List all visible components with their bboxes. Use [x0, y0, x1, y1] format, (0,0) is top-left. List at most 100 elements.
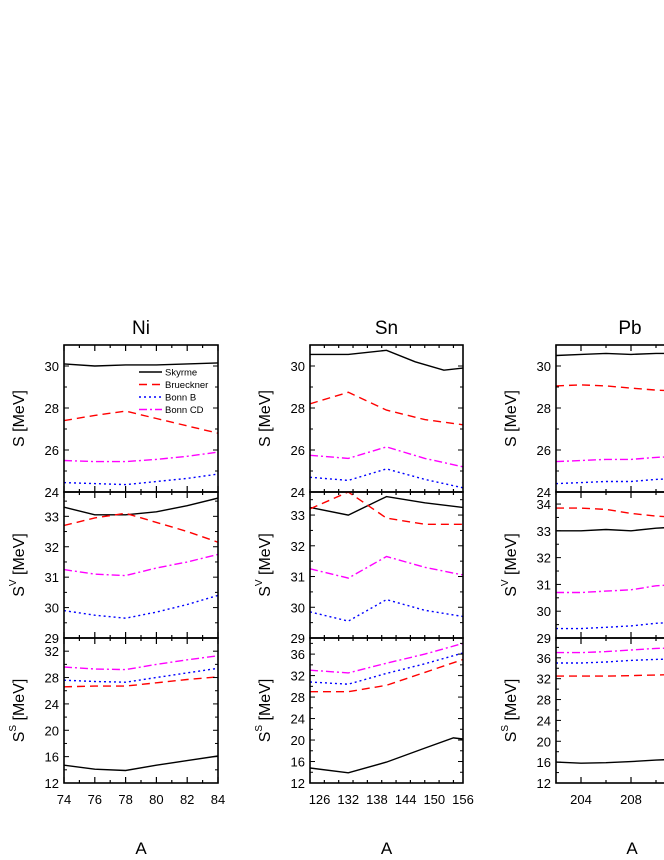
y-tick-label: 28 [537, 693, 551, 708]
series-line-bonn-b [556, 622, 664, 630]
y-tick-label: 24 [537, 485, 551, 500]
series-line-bonn-b [64, 667, 218, 683]
y-axis-label: SV [MeV] [500, 533, 520, 597]
series-line-skyrme [310, 495, 463, 516]
y-tick-label: 12 [537, 776, 551, 791]
y-tick-label: 16 [45, 750, 59, 765]
legend-label: Bonn CD [165, 405, 204, 416]
series-line-bonn-cd [64, 553, 218, 577]
y-tick-label: 29 [45, 631, 59, 646]
y-tick-label: 32 [537, 672, 551, 687]
series-line-skyrme [64, 362, 218, 367]
y-axis-label: S [MeV] [503, 390, 520, 447]
y-axis-label: S [MeV] [257, 390, 274, 447]
chart-title: Ni [132, 318, 150, 339]
panel: 24 26 28 30 S [MeV] [11, 344, 219, 500]
panel: 29 30 31 32 33 SV [MeV] [254, 491, 464, 646]
y-tick-label: 31 [45, 570, 59, 585]
x-tick-label: 208 [620, 792, 642, 807]
x-tick-label: 138 [366, 792, 388, 807]
y-tick-label: 20 [291, 733, 305, 748]
y-tick-label: 31 [291, 570, 305, 585]
chart-title: Pb [618, 318, 641, 339]
series-line-bonn-b [310, 598, 463, 622]
y-label-unit: [MeV] [503, 679, 520, 725]
series-line-brueckner [556, 507, 664, 518]
y-tick-label: 30 [45, 359, 59, 374]
series-line-skyrme [556, 352, 664, 357]
y-tick-label: 36 [537, 651, 551, 666]
series-line-skyrme [556, 759, 664, 764]
y-label-superscript: V [8, 579, 19, 586]
y-tick-label: 26 [45, 443, 59, 458]
x-tick-label: 80 [149, 792, 163, 807]
x-tick-label: 74 [57, 792, 71, 807]
y-label-symbol: S [11, 732, 28, 743]
y-tick-label: 32 [291, 669, 305, 684]
series-line-bonn-b [64, 594, 218, 619]
y-tick-label: 26 [537, 443, 551, 458]
series-line-brueckner [310, 658, 463, 693]
y-tick-label: 28 [291, 690, 305, 705]
y-tick-label: 28 [45, 671, 59, 686]
y-label-unit: [MeV] [257, 679, 274, 725]
series-line-bonn-cd [310, 642, 463, 674]
y-axis-label: SS [MeV] [254, 679, 274, 743]
series-line-bonn-cd [310, 446, 463, 468]
series-line-skyrme [64, 497, 218, 516]
y-label-symbol: S [257, 732, 274, 743]
panel: 24 26 28 30 S [MeV] [503, 344, 664, 500]
series-line-bonn-cd [556, 584, 664, 594]
y-tick-label: 24 [291, 712, 305, 727]
panel-frame [63, 637, 219, 784]
y-tick-label: 30 [537, 359, 551, 374]
x-tick-label: 132 [337, 792, 359, 807]
x-tick-label: 84 [211, 792, 225, 807]
y-tick-label: 20 [537, 734, 551, 749]
x-tick-label: 150 [423, 792, 445, 807]
panel: 12 16 20 24 28 32 36 126 132 138 144 150 156 SS [MeV] [254, 637, 474, 807]
y-tick-label: 28 [537, 401, 551, 416]
legend-label: Brueckner [165, 380, 208, 391]
x-tick-label: 144 [395, 792, 417, 807]
panel: 29 30 31 32 33 34 SV [MeV] [500, 491, 664, 646]
y-tick-label: 31 [537, 577, 551, 592]
x-axis-label: A [381, 839, 393, 858]
y-label-symbol: S [11, 436, 28, 447]
panel-frame [309, 344, 464, 493]
series-line-bonn-b [556, 658, 664, 664]
series-line-brueckner [64, 512, 218, 543]
series-line-bonn-cd [64, 655, 218, 671]
y-label-symbol: S [503, 586, 520, 597]
y-tick-label: 16 [291, 755, 305, 770]
x-tick-label: 156 [452, 792, 474, 807]
series-line-skyrme [64, 755, 218, 772]
x-axis-label: A [626, 839, 638, 858]
y-axis-label: SV [MeV] [254, 533, 274, 597]
panel: 12162024283236204208212SS [MeV] [500, 637, 664, 807]
series-line-bonn-b [310, 652, 463, 685]
x-axis-label: A [135, 839, 147, 858]
series-line-bonn-cd [556, 647, 664, 654]
x-tick-label: 126 [309, 792, 331, 807]
y-label-symbol: S [257, 586, 274, 597]
y-tick-label: 32 [291, 539, 305, 554]
y-label-symbol: S [257, 436, 274, 447]
y-tick-label: 30 [45, 601, 59, 616]
panel: 24 26 28 30 S [MeV] [257, 344, 464, 500]
y-label-unit: [MeV] [503, 390, 520, 436]
series-line-bonn-cd [556, 456, 664, 463]
series-line-skyrme [556, 527, 664, 532]
y-label-unit: [MeV] [11, 533, 28, 579]
series-line-bonn-b [64, 473, 218, 486]
y-tick-label: 32 [45, 540, 59, 555]
x-tick-label: 76 [88, 792, 102, 807]
y-tick-label: 33 [45, 509, 59, 524]
y-tick-label: 12 [45, 776, 59, 791]
y-axis-label: S [MeV] [11, 390, 28, 447]
